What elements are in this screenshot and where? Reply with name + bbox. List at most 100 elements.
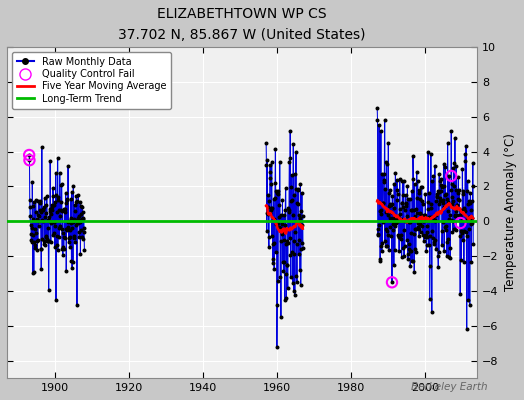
Point: [35, 213, 43, 219]
Point: [45, 213, 53, 220]
Point: [421, 231, 430, 238]
Point: [396, 210, 405, 217]
Point: [460, 205, 468, 212]
Point: [438, 228, 446, 234]
Point: [288, 196, 296, 203]
Point: [465, 302, 474, 308]
Point: [406, 248, 414, 254]
Point: [279, 258, 288, 265]
Point: [63, 227, 71, 233]
Point: [450, 226, 458, 232]
Point: [409, 231, 418, 238]
Point: [388, 193, 397, 200]
Point: [454, 197, 463, 203]
Point: [444, 199, 452, 205]
Point: [51, 222, 60, 229]
Point: [34, 216, 42, 222]
Point: [449, 198, 457, 204]
Point: [419, 218, 428, 224]
Point: [439, 161, 447, 168]
Point: [69, 259, 77, 265]
Point: [281, 222, 289, 228]
Point: [447, 201, 456, 207]
Point: [39, 205, 48, 212]
Point: [468, 183, 477, 189]
Point: [373, 117, 381, 123]
Text: Berkeley Earth: Berkeley Earth: [411, 382, 487, 392]
Point: [74, 192, 82, 198]
Point: [60, 206, 69, 212]
Point: [416, 221, 424, 227]
Point: [38, 217, 46, 223]
Point: [385, 190, 393, 196]
Point: [43, 238, 51, 244]
Point: [266, 169, 274, 176]
Point: [32, 217, 41, 223]
Point: [428, 177, 436, 184]
Point: [63, 219, 72, 226]
Point: [375, 198, 384, 205]
Point: [377, 242, 385, 249]
Point: [73, 220, 82, 226]
Point: [26, 213, 35, 219]
Point: [441, 164, 449, 170]
Point: [447, 173, 455, 179]
Point: [431, 217, 439, 223]
Point: [282, 270, 291, 277]
Point: [80, 247, 89, 253]
Point: [420, 238, 428, 244]
Point: [64, 162, 72, 169]
Point: [438, 242, 446, 248]
Point: [463, 233, 472, 239]
Point: [286, 155, 294, 162]
Point: [284, 240, 292, 247]
Point: [444, 208, 452, 214]
Point: [272, 221, 280, 228]
Point: [376, 255, 384, 262]
Point: [456, 213, 465, 220]
Point: [265, 210, 274, 217]
Point: [66, 227, 74, 233]
Point: [387, 233, 395, 240]
Point: [448, 181, 456, 188]
Point: [293, 187, 302, 193]
Point: [62, 226, 71, 232]
Point: [423, 222, 432, 229]
Point: [277, 212, 286, 219]
Point: [445, 216, 454, 222]
Point: [70, 233, 78, 239]
Point: [294, 220, 303, 226]
Point: [430, 217, 439, 223]
Point: [414, 189, 423, 196]
Point: [444, 236, 453, 243]
Point: [440, 204, 448, 211]
Point: [76, 199, 84, 205]
Point: [72, 222, 80, 228]
Point: [262, 140, 270, 146]
Point: [67, 258, 75, 265]
Point: [64, 224, 72, 230]
Point: [77, 211, 85, 217]
Point: [290, 191, 299, 198]
Point: [296, 215, 304, 221]
Point: [78, 216, 86, 222]
Point: [25, 157, 34, 164]
Point: [39, 204, 48, 210]
Point: [62, 199, 70, 206]
Point: [403, 250, 412, 257]
Point: [297, 208, 305, 214]
Point: [413, 195, 421, 202]
Point: [443, 140, 452, 146]
Point: [419, 232, 427, 238]
Point: [49, 185, 57, 192]
Point: [50, 218, 59, 225]
Point: [399, 245, 407, 252]
Point: [467, 207, 475, 214]
Point: [464, 296, 472, 303]
Point: [29, 232, 37, 238]
Point: [449, 217, 457, 224]
Point: [289, 212, 297, 218]
Point: [458, 237, 467, 243]
Point: [293, 201, 302, 208]
Point: [287, 274, 295, 280]
